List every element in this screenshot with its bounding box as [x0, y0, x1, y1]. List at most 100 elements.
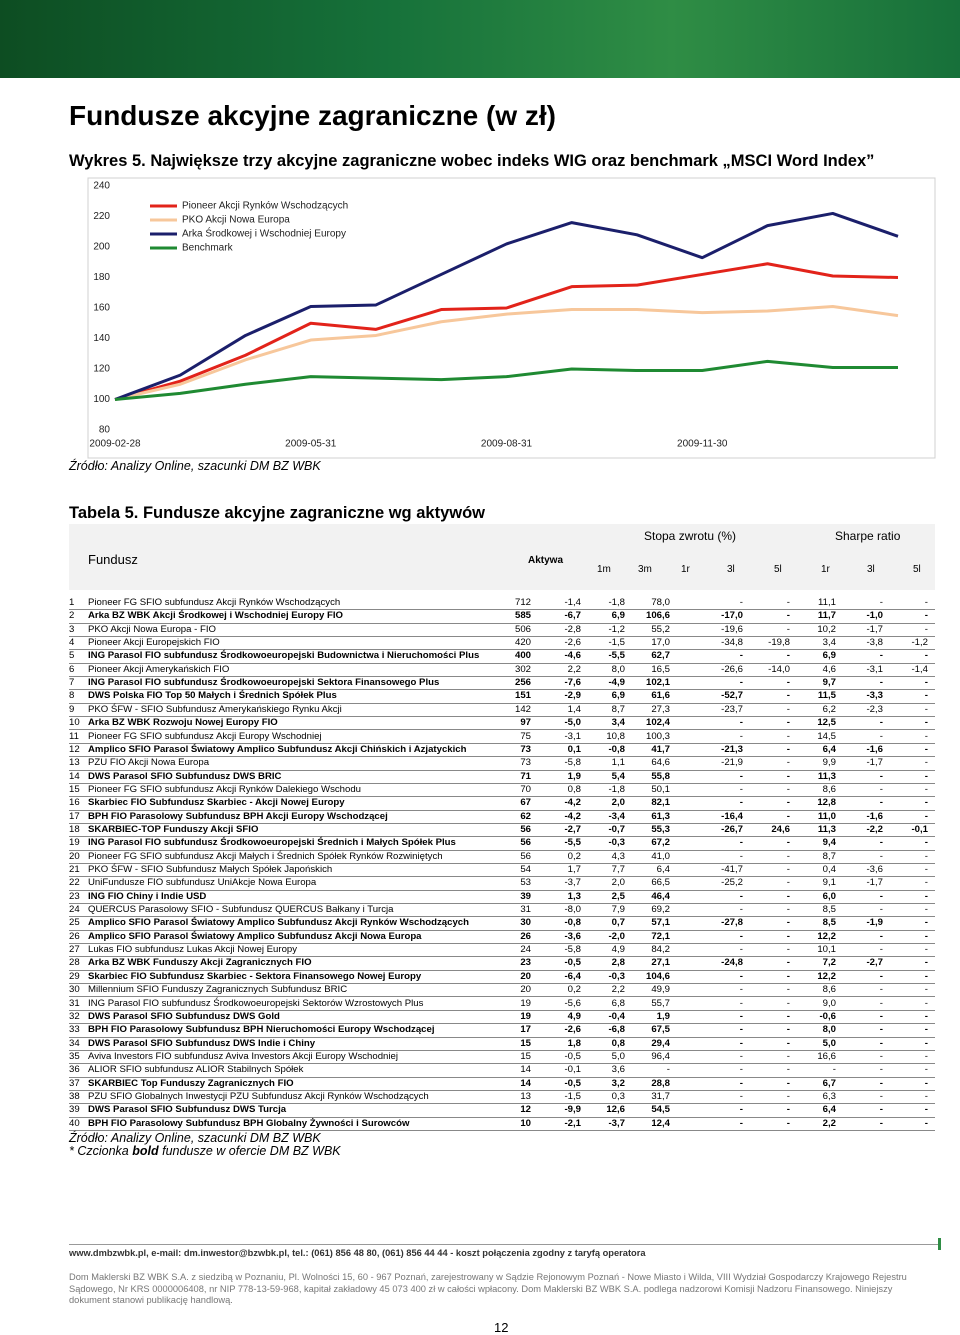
x-tick-label: 2009-08-31: [481, 439, 533, 450]
cell-value: -: [739, 783, 743, 795]
cell-value: -: [786, 1037, 790, 1049]
cell-value: -26,6: [721, 663, 743, 675]
fund-name: Pioneer Akcji Amerykańskich FIO: [88, 663, 230, 675]
cell-value: 54,5: [651, 1104, 670, 1116]
cell-value: 11,5: [817, 690, 836, 702]
fund-name: ING Parasol FIO subfundusz Środkowoeurop…: [88, 650, 480, 662]
cell-value: -: [924, 1037, 928, 1049]
cell-value: 6,7: [822, 1077, 836, 1089]
fund-name: Arka BZ WBK Funduszy Akcji Zagranicznych…: [88, 957, 312, 969]
table-row: 13 PZU FIO Akcji Nowa Europa 73 -5,8 1,1 64,6…: [69, 757, 935, 771]
cell-value: -: [879, 1117, 883, 1129]
cell-value: -: [786, 783, 790, 795]
header-bar: [0, 0, 960, 78]
cell-value: -4,9: [608, 677, 625, 689]
cell-value: 8,7: [611, 703, 625, 715]
cell-value: 5,0: [822, 1037, 836, 1049]
cell-value: -: [739, 677, 743, 689]
cell-value: -26,7: [721, 823, 743, 835]
cell-value: -: [786, 997, 790, 1009]
cell-value: -2,6: [564, 637, 581, 649]
cell-value: -: [924, 1010, 928, 1022]
cell-value: -: [739, 770, 743, 782]
group-header: Sharpe ratio: [835, 529, 901, 543]
cell-value: 10,8: [606, 730, 625, 742]
cell-value: -0,5: [564, 1077, 581, 1089]
cell-value: 2,0: [611, 797, 625, 809]
table-row: 26 Amplico SFIO Parasol Światowy Amplico …: [69, 930, 935, 945]
cell-value: -3,6: [866, 864, 883, 875]
legend-label: Benchmark: [182, 243, 234, 254]
cell-value: -: [786, 730, 790, 742]
cell-value: -0,1: [911, 823, 928, 835]
cell-value: -: [924, 864, 928, 875]
table-row: 16 Skarbiec FIO Subfundusz Skarbiec - Akc…: [69, 797, 935, 811]
cell-value: 50,1: [651, 783, 670, 795]
cell-value: 20: [520, 984, 531, 996]
footer-contact: www.dmbzwbk.pl, e-mail: dm.inwestor@bzwb…: [69, 1248, 646, 1258]
cell-value: -9,9: [564, 1104, 581, 1116]
cell-value: -: [786, 1104, 790, 1116]
fund-name: ING FIO Chiny i Indie USD: [88, 890, 207, 902]
cell-value: -: [786, 757, 790, 769]
table-row: 7 ING Parasol FIO subfundusz Środkowoeuro…: [69, 677, 935, 691]
row-number: 25: [69, 917, 80, 929]
cell-value: -: [879, 944, 883, 956]
cell-value: -: [924, 743, 928, 755]
cell-value: 9,7: [822, 677, 836, 689]
cell-value: 8,0: [611, 663, 625, 675]
cell-value: -1,7: [866, 877, 883, 889]
cell-value: -: [924, 877, 928, 889]
cell-value: -3,8: [866, 637, 883, 649]
cell-value: -17,0: [721, 610, 743, 622]
cell-value: 6,3: [822, 1090, 836, 1102]
cell-value: -: [786, 810, 790, 822]
row-number: 26: [69, 930, 80, 942]
cell-value: 4,9: [567, 1010, 581, 1022]
cell-value: -: [924, 677, 928, 689]
table-row: 29 Skarbiec FIO Subfundusz Skarbiec - Sek…: [69, 971, 935, 985]
cell-value: -: [786, 890, 790, 902]
cell-value: 6,0: [822, 890, 836, 902]
cell-value: -: [879, 1064, 883, 1076]
cell-value: -: [879, 797, 883, 809]
cell-value: 55,7: [651, 997, 670, 1009]
cell-value: 73: [520, 743, 531, 755]
cell-value: -1,8: [608, 597, 625, 608]
cell-value: 4,3: [611, 850, 625, 862]
legend-label: Pioneer Akcji Rynków Wschodzących: [182, 201, 348, 212]
cell-value: -: [739, 930, 743, 942]
row-number: 22: [69, 877, 80, 889]
cell-value: 61,3: [651, 810, 670, 822]
row-number: 9: [69, 703, 75, 715]
table-row: 11 Pioneer FG SFIO subfundusz Akcji Europ…: [69, 731, 935, 744]
row-number: 24: [69, 904, 80, 916]
table-row: 4 Pioneer Akcji Europejskich FIO 420 -2,6 -1…: [69, 637, 935, 651]
row-number: 28: [69, 957, 80, 969]
table-row: 6 Pioneer Akcji Amerykańskich FIO 302 2,2 8,…: [69, 663, 935, 678]
chart-title: Wykres 5. Największe trzy akcyjne zagran…: [69, 152, 875, 170]
cell-value: 28,8: [651, 1077, 670, 1089]
table-row: 18 SKARBIEC-TOP Funduszy Akcji SFIO 56 -2,7…: [69, 823, 935, 838]
fund-name: DWS Parasol SFIO Subfundusz DWS Turcja: [88, 1104, 287, 1116]
cell-value: 506: [514, 623, 531, 635]
cell-value: 56: [520, 823, 531, 835]
cell-value: -2,7: [564, 823, 581, 835]
subheader: 1m: [597, 564, 611, 575]
fund-name: PKO Akcji Nowa Europa - FIO: [88, 623, 216, 635]
cell-value: -0,5: [564, 957, 581, 969]
cell-value: -2,7: [866, 957, 883, 969]
cell-value: -16,4: [721, 810, 743, 822]
cell-value: -1,7: [866, 757, 883, 769]
cell-value: -: [786, 703, 790, 715]
cell-value: -: [924, 650, 928, 662]
y-tick-label: 100: [93, 394, 110, 405]
fund-name: Pioneer FG SFIO subfundusz Akcji Rynków …: [88, 783, 362, 795]
cell-value: -: [879, 1037, 883, 1049]
cell-value: 102,1: [645, 677, 670, 689]
cell-value: 6,4: [822, 743, 836, 755]
cell-value: 420: [514, 637, 531, 649]
cell-value: -: [879, 717, 883, 729]
cell-value: -: [924, 1050, 928, 1062]
cell-value: -: [924, 1117, 928, 1129]
